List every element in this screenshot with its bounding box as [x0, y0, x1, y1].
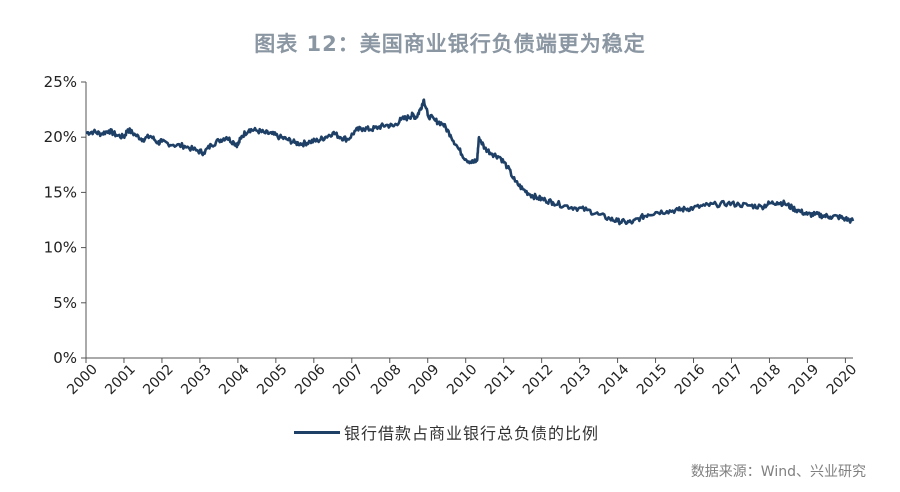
x-tick-label: 2003 [178, 362, 215, 399]
series-line [85, 98, 855, 226]
source-note: 数据来源：Wind、兴业研究 [690, 464, 866, 480]
y-tick-label: 25% [44, 73, 77, 91]
series-layer [85, 98, 855, 226]
x-tick-label: 2004 [216, 361, 253, 398]
x-tick-label: 2001 [102, 362, 139, 399]
y-axis-ticks: 0% 5% 10% 15% 20% 25% [44, 73, 86, 367]
x-tick-label: 2015 [634, 362, 671, 399]
x-tick-label: 2013 [558, 362, 595, 399]
x-tick-label: 2019 [786, 362, 823, 399]
y-tick-label: 15% [44, 183, 77, 201]
chart-axes [85, 82, 853, 359]
x-tick-label: 2002 [140, 362, 177, 399]
y-tick-label: 0% [53, 349, 77, 367]
x-tick-label: 2017 [710, 362, 747, 399]
x-tick-label: 2009 [406, 362, 443, 399]
legend: 银行借款占商业银行总负债的比例 [294, 420, 599, 444]
x-tick-label: 2020 [824, 362, 861, 399]
x-tick-label: 2011 [482, 362, 519, 399]
x-axis-ticks: 2000 2001 2002 2003 2004 2005 2006 2007 2008 2009… [64, 358, 860, 398]
x-tick-label: 2005 [254, 362, 291, 399]
x-tick-label: 2010 [444, 362, 481, 399]
chart-title: 图表 12：美国商业银行负债端更为稳定 [254, 32, 646, 56]
legend-swatch [294, 430, 340, 434]
y-tick-label: 20% [44, 128, 77, 146]
legend-label: 银行借款占商业银行总负债的比例 [344, 424, 600, 443]
x-tick-label: 2008 [368, 362, 405, 399]
x-tick-label: 2007 [330, 362, 367, 399]
x-tick-label: 2018 [748, 362, 785, 399]
x-tick-label: 2016 [672, 361, 709, 398]
y-tick-label: 10% [44, 239, 77, 257]
x-tick-label: 2006 [292, 361, 329, 398]
x-tick-label: 2014 [596, 361, 633, 398]
x-tick-label: 2012 [520, 362, 557, 399]
y-tick-label: 5% [53, 294, 77, 312]
